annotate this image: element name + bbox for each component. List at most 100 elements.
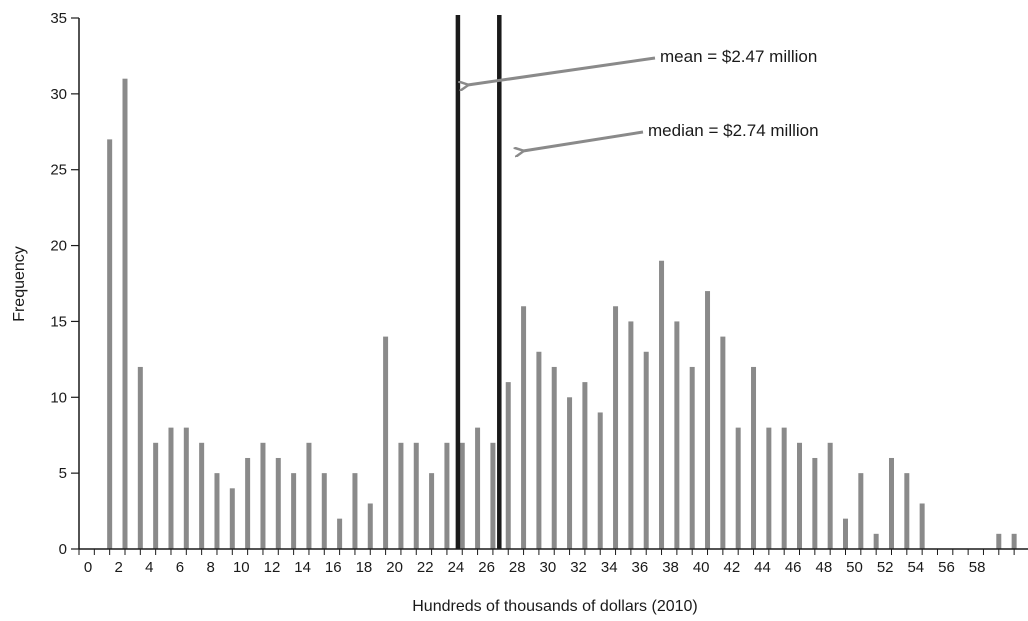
x-tick-label: 42 — [724, 559, 741, 576]
y-tick-label: 30 — [50, 86, 67, 103]
bar — [888, 457, 894, 549]
x-tick-label: 24 — [448, 559, 465, 576]
x-tick-label: 12 — [264, 559, 281, 576]
bar — [996, 533, 1002, 549]
bar — [214, 473, 220, 549]
bar — [659, 260, 665, 549]
bar — [643, 351, 649, 549]
bar — [168, 427, 174, 549]
bar — [536, 351, 542, 549]
bar — [843, 518, 848, 549]
median-label: median = $2.74 million — [648, 121, 819, 140]
bar — [505, 382, 511, 549]
bar — [873, 533, 879, 549]
x-tick-label: 32 — [570, 559, 587, 576]
bar — [597, 412, 603, 549]
bar — [720, 336, 726, 549]
mean-line — [455, 15, 461, 549]
bar — [245, 457, 251, 549]
bar — [183, 427, 189, 549]
bar — [475, 427, 481, 549]
x-tick-label: 2 — [114, 559, 122, 576]
bar — [766, 427, 772, 549]
y-tick-label: 15 — [50, 313, 67, 330]
x-tick-label: 6 — [176, 559, 184, 576]
bar — [429, 473, 435, 549]
x-tick-label: 36 — [632, 559, 649, 576]
x-tick-label: 16 — [325, 559, 342, 576]
x-tick-label: 28 — [509, 559, 526, 576]
axes-group — [78, 18, 1028, 550]
bar — [904, 473, 910, 549]
x-tick-label: 22 — [417, 559, 434, 576]
bar — [919, 503, 925, 549]
y-tick-label: 35 — [50, 10, 67, 27]
bar — [812, 457, 818, 549]
x-tick-label: 26 — [478, 559, 495, 576]
x-tick-label: 30 — [540, 559, 557, 576]
bar — [1011, 533, 1017, 549]
bar — [628, 321, 634, 549]
bar — [781, 427, 787, 549]
bar — [797, 442, 803, 549]
bars-group — [107, 78, 1017, 549]
bar — [107, 139, 113, 549]
x-tick-label: 46 — [785, 559, 802, 576]
bar — [352, 473, 358, 549]
bar — [367, 503, 373, 549]
bar — [122, 78, 128, 549]
bar — [689, 366, 695, 549]
x-tick-label: 14 — [294, 559, 311, 576]
bar — [306, 442, 312, 549]
bar — [490, 442, 496, 549]
x-tick-label: 0 — [84, 559, 92, 576]
x-tick-label: 52 — [877, 559, 894, 576]
x-tick-label: 48 — [815, 559, 832, 576]
x-tick-label: 38 — [662, 559, 679, 576]
x-tick-label: 50 — [846, 559, 863, 576]
mean-arrow — [468, 56, 656, 85]
x-tick-label: 4 — [145, 559, 153, 576]
x-axis-label: Hundreds of thousands of dollars (2010) — [412, 598, 698, 615]
bar — [383, 336, 389, 549]
median-line — [497, 15, 502, 549]
bar — [567, 397, 573, 549]
bar — [459, 442, 465, 549]
median-arrow — [523, 130, 644, 151]
bar — [398, 442, 404, 549]
x-tick-label: 8 — [206, 559, 214, 576]
bar — [260, 442, 266, 549]
y-tick-label: 0 — [59, 541, 67, 558]
bar — [674, 321, 680, 549]
x-tick-label: 56 — [938, 559, 955, 576]
y-axis-label: Frequency — [11, 246, 28, 322]
bar — [858, 473, 864, 549]
bar — [751, 366, 757, 549]
mean-label: mean = $2.47 million — [660, 47, 817, 66]
bar — [735, 427, 741, 549]
bar — [827, 442, 833, 549]
x-tick-label: 10 — [233, 559, 250, 576]
bar — [275, 457, 281, 549]
bar — [199, 442, 205, 549]
bar — [521, 306, 527, 549]
x-tick-label: 54 — [907, 559, 924, 576]
x-tick-label: 58 — [969, 559, 986, 576]
bar — [337, 518, 343, 549]
bar — [321, 473, 327, 549]
x-tick-label: 18 — [356, 559, 373, 576]
y-tick-label: 10 — [50, 389, 67, 406]
bar — [444, 442, 450, 549]
bar — [153, 442, 159, 549]
bar — [705, 291, 711, 549]
x-tick-label: 44 — [754, 559, 771, 576]
x-tick-label: 40 — [693, 559, 710, 576]
bar — [413, 442, 419, 549]
bar — [291, 473, 297, 549]
y-tick-label: 5 — [59, 465, 67, 482]
bar — [551, 366, 557, 549]
bar — [137, 366, 143, 549]
bar — [613, 306, 619, 549]
